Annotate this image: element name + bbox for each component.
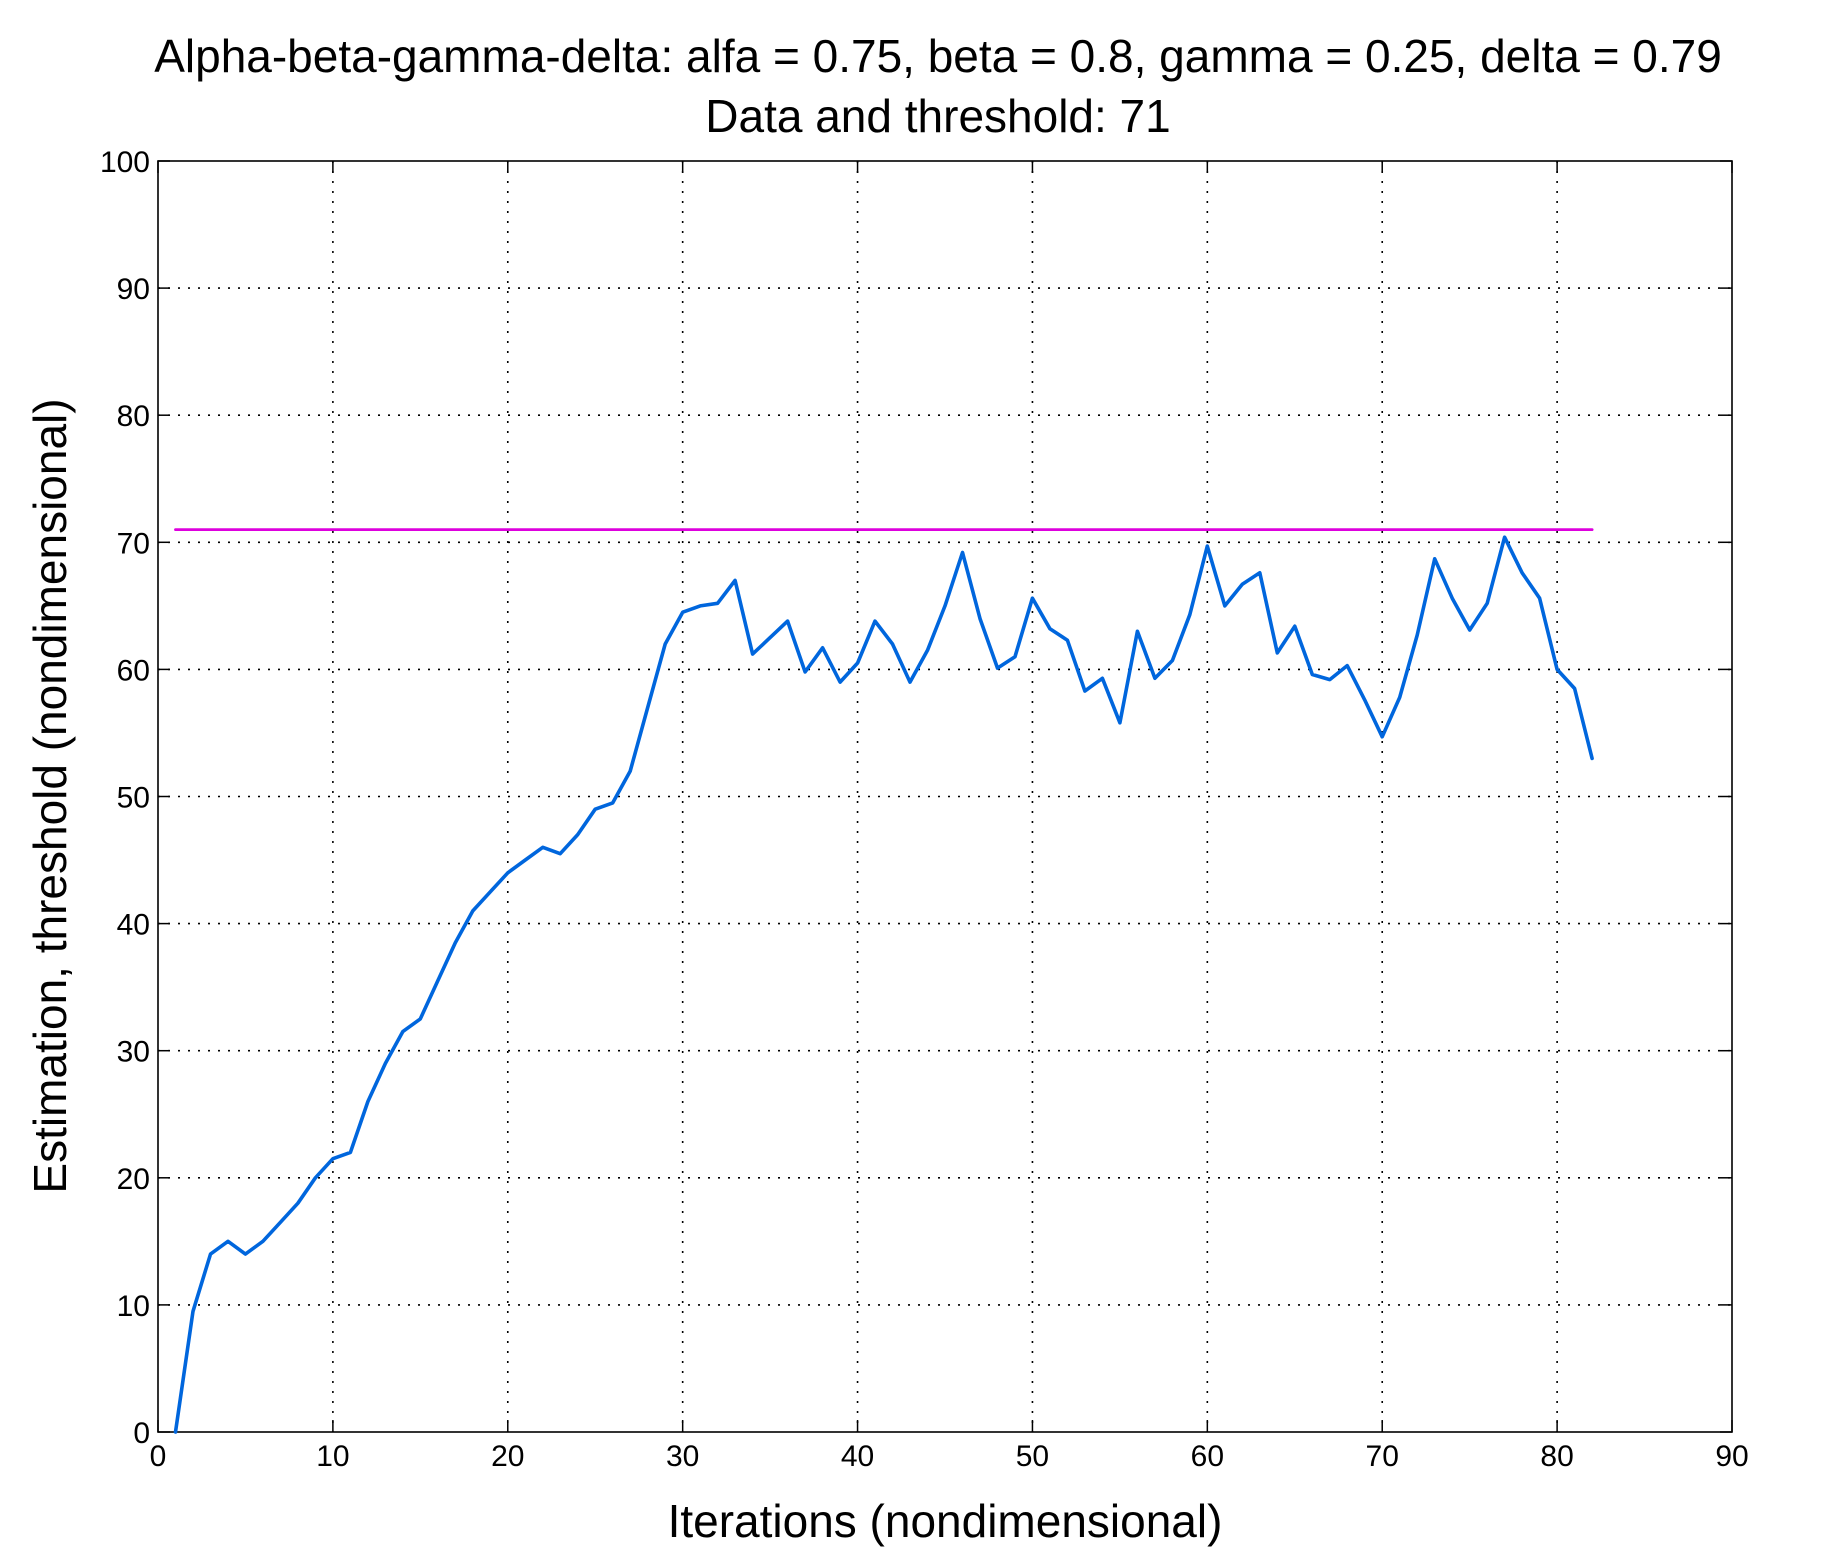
x-tick-label: 70 bbox=[1366, 1440, 1399, 1473]
x-tick-label: 20 bbox=[491, 1440, 524, 1473]
y-tick-label: 60 bbox=[117, 654, 150, 687]
y-tick-label: 30 bbox=[117, 1036, 150, 1069]
y-tick-label: 90 bbox=[117, 273, 150, 306]
chart-title: Alpha-beta-gamma-delta: alfa = 0.75, bet… bbox=[154, 30, 1722, 82]
y-tick-label: 10 bbox=[117, 1290, 150, 1323]
x-tick-labels: 0 10 20 30 40 50 60 70 80 90 bbox=[150, 1440, 1749, 1473]
x-tick-label: 30 bbox=[666, 1440, 699, 1473]
x-tick-label: 40 bbox=[841, 1440, 874, 1473]
x-tick-label: 60 bbox=[1191, 1440, 1224, 1473]
y-tick-label: 100 bbox=[100, 146, 150, 179]
y-axis-label: Estimation, threshold (nondimensional) bbox=[24, 398, 76, 1193]
x-tick-label: 10 bbox=[316, 1440, 349, 1473]
axis-ticks bbox=[157, 160, 1733, 1433]
grid-lines bbox=[158, 161, 1732, 1432]
x-tick-label: 0 bbox=[150, 1440, 167, 1473]
y-tick-label: 50 bbox=[117, 782, 150, 815]
y-tick-label: 20 bbox=[117, 1163, 150, 1196]
x-axis-label: Iterations (nondimensional) bbox=[668, 1495, 1223, 1547]
chart-subtitle: Data and threshold: 71 bbox=[705, 90, 1170, 142]
x-tick-label: 50 bbox=[1016, 1440, 1049, 1473]
y-tick-labels: 0 10 20 30 40 50 60 70 80 90 100 bbox=[100, 146, 150, 1450]
y-tick-label: 0 bbox=[133, 1417, 150, 1450]
series-layer bbox=[173, 528, 1594, 1434]
y-tick-label: 70 bbox=[117, 527, 150, 560]
plot-area bbox=[157, 160, 1733, 1433]
y-tick-label: 80 bbox=[117, 400, 150, 433]
x-tick-label: 80 bbox=[1540, 1440, 1573, 1473]
estimation-line bbox=[173, 535, 1594, 1434]
x-tick-label: 90 bbox=[1715, 1440, 1748, 1473]
y-tick-label: 40 bbox=[117, 909, 150, 942]
